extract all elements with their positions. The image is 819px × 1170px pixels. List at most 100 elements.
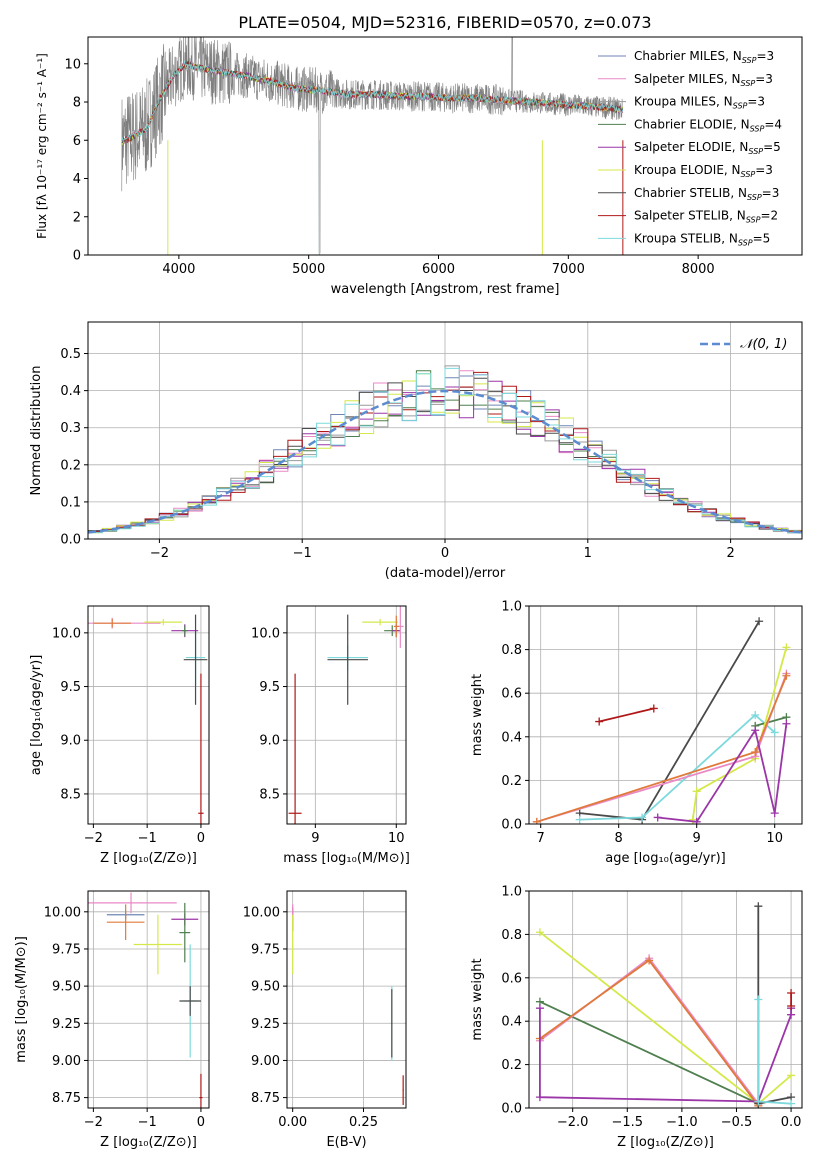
- x-tick-label: 6000: [422, 262, 455, 277]
- mass-vs-Z-frame: [87, 890, 210, 1109]
- age-vs-Z-frame: [87, 605, 210, 825]
- x-tick-label: 5000: [292, 262, 325, 277]
- y-tick-label: 0.2: [501, 774, 522, 789]
- y-tick-label: 0.0: [60, 533, 81, 548]
- y-tick-label: 9.50: [52, 980, 81, 995]
- y-tick-label: 0.0: [501, 1102, 522, 1117]
- spectrum-plot-area: [121, 37, 624, 255]
- y-tick-label: 0.4: [501, 730, 522, 745]
- data-marker: [575, 815, 584, 824]
- weight-line-salpeter-elodie: [657, 723, 788, 823]
- mass-weight-vs-Z-panel: −2.0 −1.5 −1.0 −0.5 0.0 0.0 0.2 0.4 0.6 0.8 1.0 Z […: [470, 885, 803, 1150]
- weight-line-chabrier-elodie: [539, 1000, 759, 1105]
- x-tick-label: −2.0: [557, 1115, 589, 1130]
- x-axis-label: mass [log₁₀(M/M⊙)]: [283, 851, 410, 866]
- y-tick-label: 8.75: [251, 1091, 280, 1106]
- data-marker: [692, 787, 701, 796]
- data-marker: [535, 1093, 544, 1102]
- y-tick-label: 9.75: [52, 942, 81, 957]
- y-tick-label: 0.8: [501, 928, 522, 943]
- y-tick-label: 9.00: [251, 1054, 280, 1069]
- residuals-plot-area: [88, 365, 802, 534]
- mass-vs-Z-panel: −2 −1 0 8.75 9.00 9.25 9.50 9.75 10.00 Z [log₁₀(Z…: [14, 890, 210, 1150]
- legend-entry: 𝒩(0, 1): [740, 337, 787, 352]
- x-tick-label: −2: [84, 831, 103, 846]
- legend-entry: Salpeter STELIB, NSSP=2: [634, 209, 778, 225]
- y-tick-label: 8.75: [52, 1091, 81, 1106]
- y-axis-label: mass weight: [470, 958, 485, 1040]
- data-marker: [787, 988, 796, 997]
- data-marker: [645, 956, 654, 965]
- figure-title: PLATE=0504, MJD=52316, FIBERID=0570, z=0…: [238, 13, 651, 32]
- normal-curve: [88, 389, 802, 534]
- x-axis-label: wavelength [Angstrom, rest frame]: [331, 282, 560, 297]
- y-tick-label: 1.0: [501, 600, 522, 615]
- age-vs-mass-plot-area: [288, 606, 404, 824]
- y-tick-label: 0.0: [501, 818, 522, 833]
- y-tick-label: 9.25: [251, 1017, 280, 1032]
- legend-entry: Chabrier ELODIE, NSSP=4: [634, 117, 782, 133]
- y-tick-label: 2: [73, 210, 81, 225]
- y-tick-label: 10.00: [44, 905, 81, 920]
- x-axis-label: E(B-V): [326, 1135, 366, 1150]
- x-tick-label: −1: [293, 546, 312, 561]
- y-axis-label: age [log₁₀(age/yr)]: [29, 655, 44, 776]
- data-marker: [638, 813, 647, 822]
- x-axis-label: Z [log₁₀(Z/Z⊙)]: [100, 851, 197, 866]
- mass-vs-Z-plot-area: [88, 892, 203, 1108]
- data-marker: [770, 728, 779, 737]
- legend-entry: Salpeter MILES, NSSP=3: [634, 72, 773, 88]
- mass-vs-ebv-frame: [286, 890, 407, 1109]
- x-axis-label: Z [log₁₀(Z/Z⊙)]: [100, 1135, 197, 1150]
- x-tick-label: 10: [766, 831, 783, 846]
- data-marker: [751, 711, 760, 719]
- mass-weight-vs-age-plot-area: [532, 617, 791, 824]
- y-tick-label: 0.2: [501, 1058, 522, 1073]
- age-vs-mass-panel: 9 10 8.5 9.0 9.5 10.0 mass [log₁₀(M/M⊙)]: [251, 605, 410, 866]
- data-marker: [751, 748, 760, 757]
- x-tick-label: 7000: [552, 262, 585, 277]
- y-tick-label: 9.0: [259, 734, 280, 749]
- weight-line-kroupa-stelib: [579, 713, 776, 821]
- data-marker: [782, 671, 791, 680]
- data-marker: [692, 817, 701, 824]
- data-marker: [649, 704, 658, 713]
- y-tick-label: 8: [73, 96, 81, 111]
- x-tick-label: 0.25: [349, 1115, 378, 1130]
- data-marker: [770, 809, 779, 818]
- x-axis-label: (data-model)/error: [385, 566, 506, 581]
- data-marker: [787, 1099, 796, 1108]
- y-tick-label: 0.6: [501, 971, 522, 986]
- x-tick-label: −2: [84, 1115, 103, 1130]
- legend-entry: Kroupa MILES, NSSP=3: [634, 95, 765, 111]
- data-marker: [535, 1004, 544, 1013]
- weight-line-kroupa-elodie: [691, 647, 788, 820]
- x-tick-label: −1: [138, 831, 157, 846]
- residuals-panel: −2 −1 0 1 2 0.0 0.1 0.2 0.3 0.4 0.5 (data-model)/er…: [29, 321, 803, 581]
- weight-line-chabrier-elodie: [754, 716, 787, 727]
- x-tick-label: 2: [726, 546, 734, 561]
- y-tick-label: 0.1: [60, 495, 81, 510]
- legend-entry: Chabrier STELIB, NSSP=3: [634, 186, 779, 202]
- y-axis-label: mass [log₁₀(M/M⊙)]: [14, 936, 29, 1063]
- y-tick-label: 0.3: [60, 421, 81, 436]
- data-marker: [755, 617, 764, 626]
- y-tick-label: 10: [64, 57, 81, 72]
- y-tick-label: 6: [73, 134, 81, 149]
- y-axis-label: Normed distribution: [29, 366, 44, 496]
- mass-weight-vs-Z-plot-area: [535, 902, 796, 1108]
- x-axis-label: Z [log₁₀(Z/Z⊙)]: [617, 1135, 714, 1150]
- x-tick-label: −2: [150, 546, 169, 561]
- legend-entry: Kroupa ELODIE, NSSP=3: [634, 163, 773, 179]
- x-tick-label: −0.5: [721, 1115, 753, 1130]
- x-tick-label: −1.5: [611, 1115, 643, 1130]
- model-line-salpeter-stelib: [121, 61, 623, 143]
- data-marker: [653, 813, 662, 822]
- legend-entry: Chabrier MILES, NSSP=3: [634, 49, 774, 65]
- weight-line-kroupa-elodie: [539, 931, 792, 1105]
- mass-weight-vs-age-panel: 7 8 9 10 0.0 0.2 0.4 0.6 0.8 1.0 age [log₁₀(age/yr…: [470, 600, 803, 866]
- y-tick-label: 0.5: [60, 347, 81, 362]
- x-tick-label: −1.0: [666, 1115, 698, 1130]
- model-line-kroupa-stelib: [121, 60, 623, 143]
